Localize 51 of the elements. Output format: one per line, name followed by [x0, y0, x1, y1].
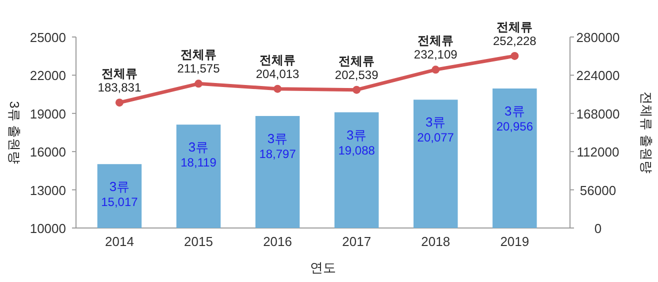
text: 전체류 — [418, 34, 454, 48]
text: 3류 — [346, 127, 367, 142]
y2-tick-label: 0 — [594, 221, 602, 236]
text: 전체류 — [180, 48, 217, 62]
data-label: 18,797 — [259, 146, 296, 161]
y-axis-title: 3류 출원량 — [7, 101, 22, 164]
x-tick-label: 2015 — [184, 234, 213, 249]
point — [510, 52, 519, 60]
data-label: 183,831 — [98, 80, 142, 95]
x-tick-label: 2018 — [421, 234, 450, 249]
data-label: 19,088 — [338, 143, 376, 158]
data-label: 20,956 — [496, 119, 534, 134]
text: 3류 — [267, 130, 288, 146]
data-label: 204,013 — [256, 66, 300, 81]
point — [115, 98, 124, 107]
text: 3류 — [188, 140, 209, 155]
y2-tick-label: 56000 — [580, 182, 616, 198]
y2-tick-label: 280000 — [576, 30, 620, 45]
x-tick-label: 2017 — [342, 234, 372, 249]
y2-tick-label: 224000 — [576, 68, 620, 84]
data-label: 18,119 — [180, 156, 217, 170]
y-tick-label: 13000 — [30, 182, 66, 198]
point — [274, 84, 282, 93]
data-label: 15,017 — [101, 195, 138, 210]
text: 3류 — [426, 114, 446, 130]
x-tick-label: 2014 — [105, 234, 134, 249]
data-label: 211,575 — [177, 62, 220, 76]
point — [194, 80, 203, 88]
point — [432, 66, 440, 74]
y2-axis-title: 전체류 출원량 — [639, 92, 654, 174]
y-tick-label: 16000 — [30, 144, 66, 160]
data-label: 252,228 — [492, 34, 537, 48]
data-label: 202,539 — [334, 68, 379, 82]
data-label: 20,077 — [417, 130, 454, 145]
y2-tick-label: 112000 — [576, 144, 620, 160]
data-label: 232,109 — [414, 48, 458, 62]
series-label: 3류 — [109, 179, 130, 194]
y-tick-label: 25000 — [30, 30, 66, 45]
y2-tick-label: 168000 — [576, 106, 620, 122]
y-tick-label: 19000 — [30, 106, 66, 122]
x-tick-label: 2016 — [263, 234, 292, 249]
point — [352, 86, 361, 94]
y-tick-label: 22000 — [30, 68, 66, 84]
text: 전체류 — [101, 66, 138, 81]
text: 전체류 — [496, 20, 533, 34]
x-axis-title: 연도 — [310, 260, 336, 275]
series-label: 전체류 — [338, 54, 375, 68]
text: 3류 — [504, 103, 525, 118]
text: 전체류 — [260, 52, 296, 67]
x-tick-label: 2019 — [500, 234, 530, 249]
y-tick-label: 10000 — [30, 221, 66, 236]
